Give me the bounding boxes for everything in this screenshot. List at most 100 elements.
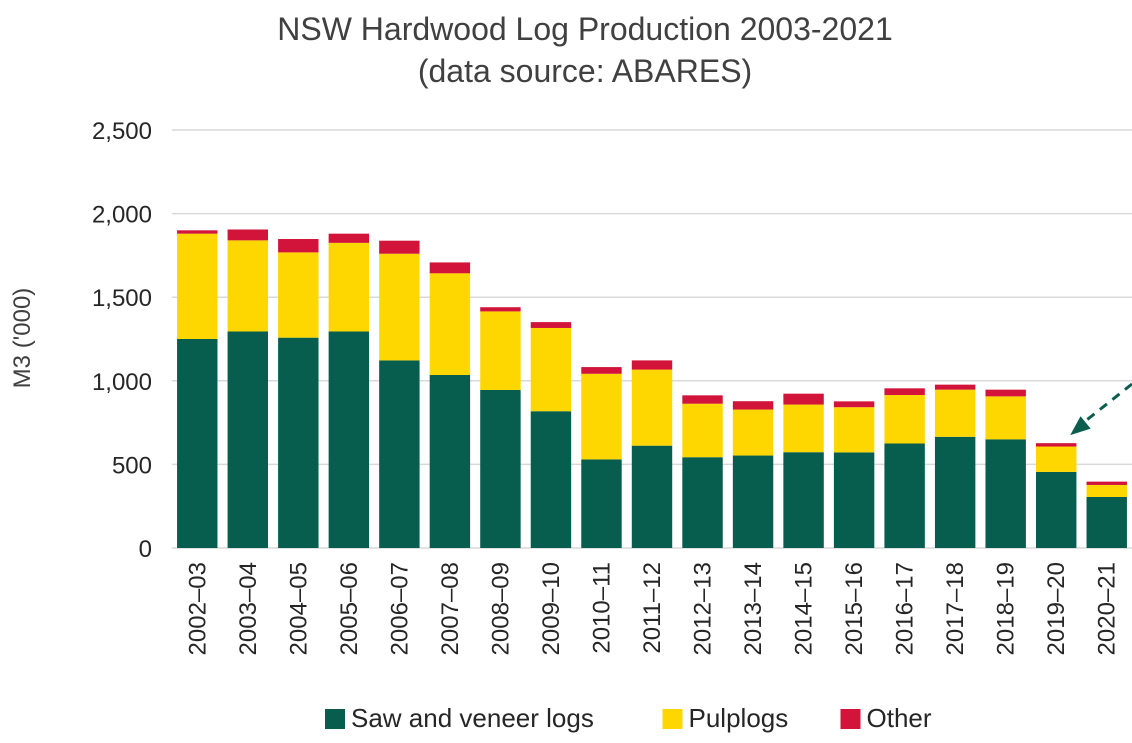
legend-item-pulplogs: Pulplogs	[662, 703, 789, 733]
legend-swatch	[325, 709, 345, 729]
bar-group-2002-03	[177, 230, 218, 548]
bar-other-2011-12	[631, 360, 673, 370]
bar-saw-and-veneer-logs-2003-04	[227, 331, 268, 548]
bar-saw-and-veneer-logs-2018-19	[985, 439, 1026, 548]
legend-label: Other	[867, 703, 932, 733]
bar-pulplogs-2016-17	[884, 395, 925, 444]
bar-group-2019-20	[1036, 443, 1077, 548]
legend: Saw and veneer logs Pulplogs Other	[325, 703, 932, 733]
bar-group-2017-18	[934, 384, 976, 548]
x-axis-ticks: 2002–03 2003–04 2004–05 2005–06 2006–07 2007–…	[184, 562, 1120, 655]
bar-pulplogs-2013-14	[732, 409, 774, 456]
x-tick-label: 2018–19	[993, 562, 1020, 655]
y-axis-label: M3 ('000)	[9, 288, 36, 389]
bar-pulplogs-2018-19	[985, 396, 1026, 440]
x-tick-label: 2011–12	[639, 562, 666, 654]
bar-group-2014-15	[783, 393, 824, 548]
bar-other-2007-08	[429, 262, 471, 274]
bar-other-2005-06	[328, 233, 370, 243]
bar-saw-and-veneer-logs-2004-05	[278, 337, 319, 548]
bar-pulplogs-2004-05	[278, 252, 319, 338]
bar-group-2015-16	[833, 401, 875, 548]
y-tick-label: 1,000	[92, 369, 152, 396]
annotation-arrow-line	[1079, 382, 1132, 427]
x-tick-label: 2016–17	[892, 562, 919, 655]
bar-other-2013-14	[732, 401, 774, 410]
x-tick-label: 2003–04	[235, 562, 262, 655]
legend-item-other: Other	[840, 703, 932, 733]
legend-label: Pulplogs	[689, 703, 789, 733]
x-tick-label: 2002–03	[184, 562, 211, 655]
x-tick-label: 2020–21	[1094, 562, 1121, 655]
bar-group-2013-14	[732, 401, 774, 548]
bar-group-2010-11	[581, 367, 622, 548]
chart-subtitle: (data source: ABARES)	[418, 53, 752, 89]
bar-group-2012-13	[682, 395, 723, 548]
bar-pulplogs-2010-11	[581, 373, 622, 460]
bar-other-2002-03	[177, 230, 218, 234]
y-tick-label: 2,500	[92, 118, 152, 145]
bar-saw-and-veneer-logs-2010-11	[581, 459, 622, 548]
bar-group-2016-17	[884, 388, 925, 548]
bar-pulplogs-2007-08	[429, 273, 471, 375]
bar-saw-and-veneer-logs-2019-20	[1036, 471, 1077, 548]
x-tick-label: 2006–07	[386, 562, 413, 655]
bar-other-2012-13	[682, 395, 723, 404]
bar-pulplogs-2012-13	[682, 403, 723, 458]
bar-other-2010-11	[581, 367, 622, 374]
bar-saw-and-veneer-logs-2005-06	[328, 331, 370, 548]
bar-group-2004-05	[278, 239, 319, 548]
bar-other-2017-18	[934, 384, 976, 390]
y-tick-label: 500	[112, 452, 152, 479]
bar-pulplogs-2006-07	[379, 253, 420, 361]
bar-saw-and-veneer-logs-2016-17	[884, 443, 925, 548]
bar-saw-and-veneer-logs-2012-13	[682, 457, 723, 548]
bar-pulplogs-2017-18	[934, 389, 976, 437]
x-tick-label: 2015–16	[841, 562, 868, 655]
x-tick-label: 2004–05	[285, 562, 312, 655]
bar-pulplogs-2011-12	[631, 369, 673, 446]
x-tick-label: 2007–08	[437, 562, 464, 655]
bar-saw-and-veneer-logs-2013-14	[732, 455, 774, 548]
bar-group-2009-10	[530, 322, 572, 548]
bar-saw-and-veneer-logs-2002-03	[177, 339, 218, 548]
bar-pulplogs-2002-03	[177, 233, 218, 339]
x-tick-label: 2017–18	[942, 562, 969, 655]
x-tick-label: 2019–20	[1043, 562, 1070, 655]
bar-saw-and-veneer-logs-2014-15	[783, 452, 824, 548]
bar-other-2016-17	[884, 388, 925, 396]
chart-title: NSW Hardwood Log Production 2003-2021	[277, 11, 892, 47]
bar-pulplogs-2014-15	[783, 404, 824, 453]
bar-pulplogs-2015-16	[833, 407, 875, 453]
x-tick-label: 2014–15	[791, 562, 818, 655]
bar-saw-and-veneer-logs-2006-07	[379, 360, 420, 548]
bar-other-2009-10	[530, 322, 572, 328]
x-tick-label: 2013–14	[740, 562, 767, 655]
bar-group-2020-21	[1086, 481, 1127, 548]
x-tick-label: 2010–11	[588, 562, 615, 654]
bar-saw-and-veneer-logs-2017-18	[934, 436, 976, 548]
bar-other-2003-04	[227, 229, 268, 241]
bar-other-2008-09	[480, 307, 521, 312]
bar-group-2018-19	[985, 389, 1026, 548]
bar-pulplogs-2020-21	[1086, 484, 1127, 498]
x-tick-label: 2009–10	[538, 562, 565, 655]
bar-pulplogs-2005-06	[328, 242, 370, 332]
bar-group-2003-04	[227, 229, 268, 548]
bar-other-2015-16	[833, 401, 875, 408]
legend-swatch	[662, 709, 683, 729]
bars	[177, 229, 1127, 548]
y-tick-label: 1,500	[92, 285, 152, 312]
legend-item-saw-and-veneer-logs: Saw and veneer logs	[325, 703, 594, 733]
bar-other-2014-15	[783, 393, 824, 405]
bar-group-2006-07	[379, 240, 420, 548]
bar-group-2007-08	[429, 262, 471, 548]
bar-other-2020-21	[1086, 481, 1127, 485]
y-axis-ticks: 0 500 1,000 1,500 2,000 2,500	[92, 118, 152, 563]
bar-pulplogs-2009-10	[530, 327, 572, 412]
bar-other-2006-07	[379, 240, 420, 254]
y-tick-label: 0	[139, 536, 152, 563]
annotation-arrow-head	[1070, 416, 1091, 436]
